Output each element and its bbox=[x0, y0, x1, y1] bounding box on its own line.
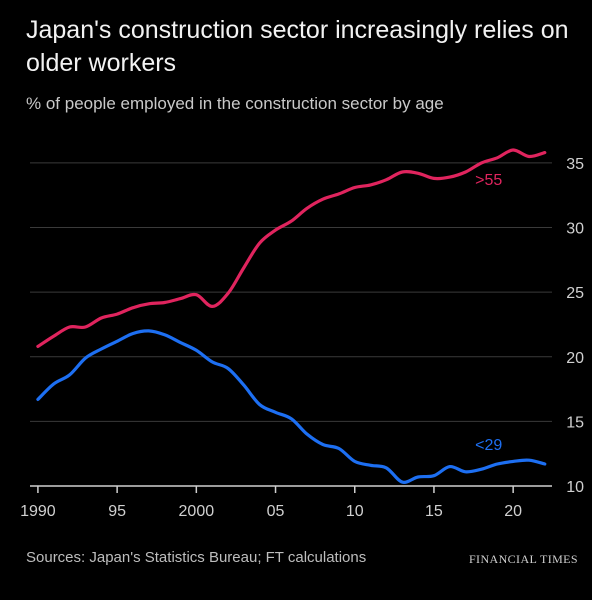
chart-subtitle: % of people employed in the construction… bbox=[26, 94, 444, 113]
series-label: >55 bbox=[475, 172, 502, 189]
y-tick-label: 25 bbox=[566, 285, 584, 302]
x-tick-label: 2000 bbox=[179, 503, 215, 520]
series-annotations: >55 <29 bbox=[475, 172, 502, 454]
x-tick-label: 95 bbox=[108, 503, 126, 520]
y-tick-label: 30 bbox=[566, 221, 584, 238]
series-line-over-55 bbox=[36, 148, 547, 348]
grid-lines bbox=[30, 162, 552, 422]
x-tick-label: 05 bbox=[267, 503, 285, 520]
x-tick-label: 15 bbox=[425, 503, 443, 520]
series-label: <29 bbox=[475, 437, 502, 454]
publisher-logo: FINANCIAL TIMES bbox=[468, 552, 578, 566]
series-lines bbox=[36, 148, 547, 484]
source-note: Sources: Japan's Statistics Bureau; FT c… bbox=[26, 549, 367, 566]
y-tick-label: 20 bbox=[566, 350, 584, 367]
series-line-under-29 bbox=[36, 329, 547, 484]
x-tick-label: 1990 bbox=[20, 503, 56, 520]
chart-title: Japan's construction sector increasingly… bbox=[26, 16, 569, 77]
x-tick-label: 20 bbox=[504, 503, 522, 520]
y-tick-labels: 10 15 20 25 30 35 bbox=[566, 156, 584, 496]
x-axis: 1990 95 2000 05 10 15 20 bbox=[20, 485, 552, 520]
y-tick-label: 15 bbox=[566, 414, 584, 431]
y-tick-label: 35 bbox=[566, 156, 584, 173]
y-tick-label: 10 bbox=[566, 479, 584, 496]
x-tick-label: 10 bbox=[346, 503, 364, 520]
